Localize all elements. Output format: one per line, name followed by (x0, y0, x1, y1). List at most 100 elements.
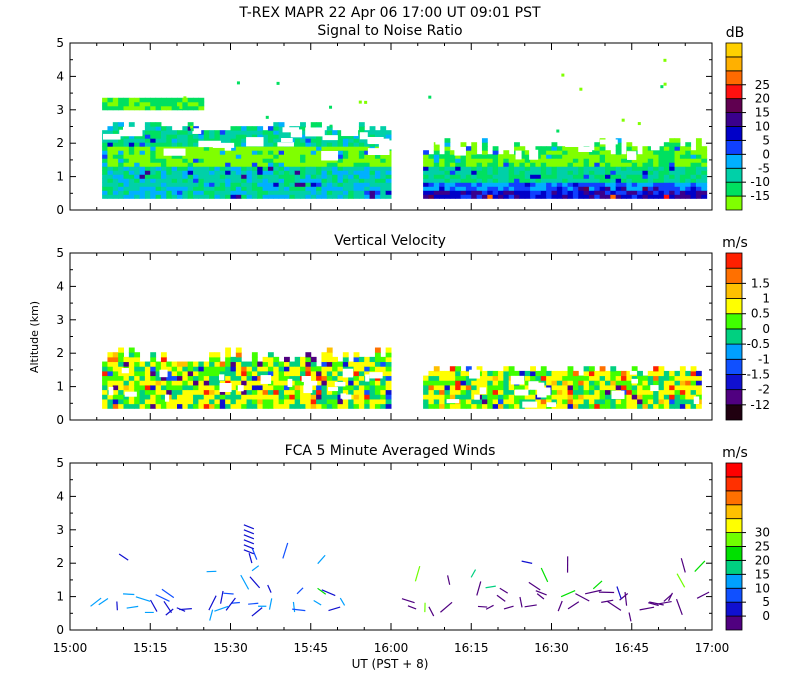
snr-cell (139, 138, 146, 143)
snr-cell (669, 194, 676, 199)
snr-cell (316, 142, 322, 147)
snr-cell (182, 101, 189, 107)
velocity-cell (423, 389, 429, 395)
velocity-cell (546, 398, 552, 405)
snr-cell (230, 150, 237, 155)
snr-cell (663, 158, 670, 163)
snr-speck (179, 105, 183, 109)
snr-cell (123, 174, 130, 179)
snr-cell (701, 174, 708, 179)
velocity-cell (230, 375, 237, 381)
y-tick-label: 0 (56, 623, 64, 637)
velocity-cell (118, 384, 124, 391)
snr-cell (251, 150, 258, 155)
snr-cell (284, 194, 290, 199)
velocity-cell (150, 375, 157, 381)
velocity-cell (300, 384, 306, 391)
snr-cell (123, 154, 130, 159)
snr-cell (278, 166, 285, 171)
wind-vector (407, 605, 417, 610)
snr-cell (433, 174, 440, 179)
snr-cell (364, 154, 371, 159)
snr-cell (669, 178, 676, 183)
snr-cell (695, 146, 702, 151)
snr-cell (535, 190, 542, 195)
snr-cell (503, 178, 510, 183)
velocity-cell (251, 380, 258, 386)
snr-cell (695, 142, 702, 147)
snr-cell (235, 194, 242, 199)
snr-gap (341, 129, 359, 137)
snr-cell (182, 130, 189, 135)
snr-cell (246, 166, 253, 171)
snr-cell (637, 186, 643, 191)
velocity-cell (310, 375, 317, 381)
velocity-cell (481, 398, 488, 405)
snr-cell (695, 194, 702, 199)
snr-cell (369, 170, 376, 175)
velocity-cell (198, 366, 205, 372)
velocity-cell (465, 370, 472, 377)
snr-cell (225, 154, 231, 159)
snr-cell (562, 178, 569, 183)
velocity-cell (498, 403, 504, 409)
snr-cell (605, 194, 611, 199)
snr-cell (433, 154, 440, 159)
velocity-cell (230, 384, 237, 391)
snr-cell (171, 186, 178, 191)
snr-cell (353, 194, 360, 199)
snr-cell (230, 126, 237, 131)
snr-cell (530, 178, 536, 183)
snr-cell (257, 186, 264, 191)
snr-cell (642, 150, 649, 155)
velocity-cell (262, 366, 269, 372)
colorbar-swatch (725, 282, 743, 299)
snr-cell (594, 142, 601, 147)
snr-cell (316, 178, 322, 183)
velocity-cell (203, 375, 210, 381)
velocity-cell (235, 380, 242, 386)
velocity-cell (610, 398, 617, 405)
snr-cell (455, 194, 462, 199)
velocity-cell (134, 403, 141, 409)
snr-cell (284, 170, 290, 175)
snr-cell (364, 186, 371, 191)
snr-cell (674, 162, 681, 167)
snr-cell (160, 101, 167, 107)
snr-cell (535, 146, 542, 151)
snr-cell (578, 170, 585, 175)
snr-cell (578, 166, 585, 171)
snr-cell (487, 190, 494, 195)
snr-cell (326, 138, 333, 143)
velocity-cell (658, 370, 665, 377)
snr-cell (594, 170, 601, 175)
snr-gap (198, 140, 221, 148)
snr-cell (348, 150, 355, 155)
wind-vector (476, 581, 482, 596)
snr-cell (530, 158, 536, 163)
snr-cell (251, 166, 258, 171)
velocity-cell (235, 356, 242, 363)
velocity-gap (611, 390, 625, 399)
snr-cell (187, 182, 194, 187)
velocity-cell (669, 370, 676, 377)
snr-cell (503, 182, 510, 187)
velocity-cell (326, 361, 333, 367)
velocity-cell (337, 403, 344, 409)
velocity-cell (139, 366, 146, 372)
velocity-cell (257, 394, 264, 400)
snr-cell (599, 166, 606, 171)
snr-cell (679, 178, 686, 183)
snr-cell (139, 150, 146, 155)
velocity-cell (679, 370, 686, 377)
velocity-gap (301, 376, 312, 382)
velocity-cell (637, 394, 643, 400)
snr-cell (305, 170, 312, 175)
velocity-cell (669, 398, 676, 405)
velocity-cell (647, 370, 654, 377)
colorbar-tick-label: -1 (758, 352, 770, 366)
velocity-cell (498, 384, 504, 391)
colorbar-swatch (725, 546, 743, 561)
snr-cell (556, 146, 563, 151)
